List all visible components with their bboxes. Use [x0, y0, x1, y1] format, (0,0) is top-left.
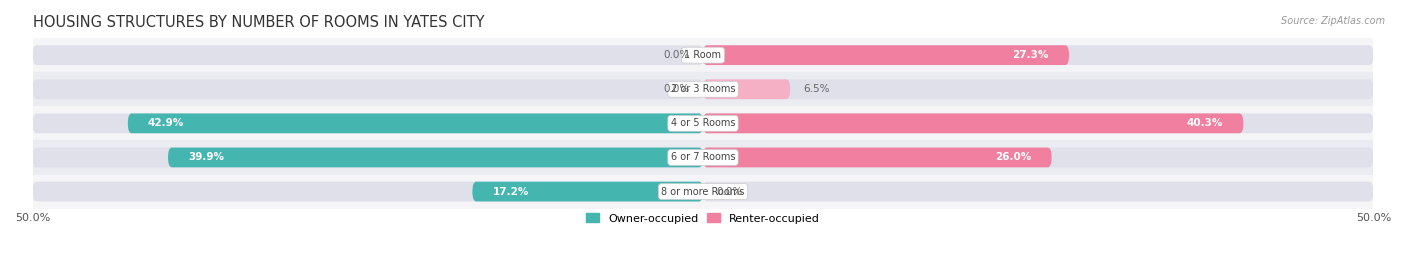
Bar: [32, 140, 1374, 174]
FancyBboxPatch shape: [703, 113, 1374, 133]
FancyBboxPatch shape: [32, 182, 703, 201]
Text: 26.0%: 26.0%: [995, 153, 1032, 163]
Text: 1 Room: 1 Room: [685, 50, 721, 60]
Bar: [32, 72, 1374, 106]
FancyBboxPatch shape: [32, 79, 703, 99]
Text: 27.3%: 27.3%: [1012, 50, 1049, 60]
FancyBboxPatch shape: [703, 45, 1374, 65]
FancyBboxPatch shape: [703, 182, 1374, 201]
Text: 4 or 5 Rooms: 4 or 5 Rooms: [671, 118, 735, 128]
Text: 17.2%: 17.2%: [492, 187, 529, 197]
FancyBboxPatch shape: [32, 45, 703, 65]
Bar: [32, 174, 1374, 209]
Bar: [32, 106, 1374, 140]
Text: 2 or 3 Rooms: 2 or 3 Rooms: [671, 84, 735, 94]
FancyBboxPatch shape: [128, 113, 703, 133]
FancyBboxPatch shape: [32, 148, 703, 167]
Text: 0.0%: 0.0%: [717, 187, 742, 197]
FancyBboxPatch shape: [703, 148, 1052, 167]
Text: 42.9%: 42.9%: [148, 118, 184, 128]
FancyBboxPatch shape: [169, 148, 703, 167]
Legend: Owner-occupied, Renter-occupied: Owner-occupied, Renter-occupied: [586, 213, 820, 224]
Text: 0.0%: 0.0%: [664, 84, 689, 94]
Text: 6 or 7 Rooms: 6 or 7 Rooms: [671, 153, 735, 163]
FancyBboxPatch shape: [703, 45, 1069, 65]
Text: HOUSING STRUCTURES BY NUMBER OF ROOMS IN YATES CITY: HOUSING STRUCTURES BY NUMBER OF ROOMS IN…: [32, 15, 484, 30]
Bar: [32, 38, 1374, 72]
Text: 8 or more Rooms: 8 or more Rooms: [661, 187, 745, 197]
FancyBboxPatch shape: [703, 148, 1374, 167]
Text: 0.0%: 0.0%: [664, 50, 689, 60]
Text: 6.5%: 6.5%: [804, 84, 830, 94]
Text: Source: ZipAtlas.com: Source: ZipAtlas.com: [1281, 16, 1385, 26]
FancyBboxPatch shape: [703, 113, 1243, 133]
Text: 39.9%: 39.9%: [188, 153, 224, 163]
Text: 40.3%: 40.3%: [1187, 118, 1223, 128]
FancyBboxPatch shape: [703, 79, 1374, 99]
FancyBboxPatch shape: [32, 113, 703, 133]
FancyBboxPatch shape: [472, 182, 703, 201]
FancyBboxPatch shape: [703, 79, 790, 99]
